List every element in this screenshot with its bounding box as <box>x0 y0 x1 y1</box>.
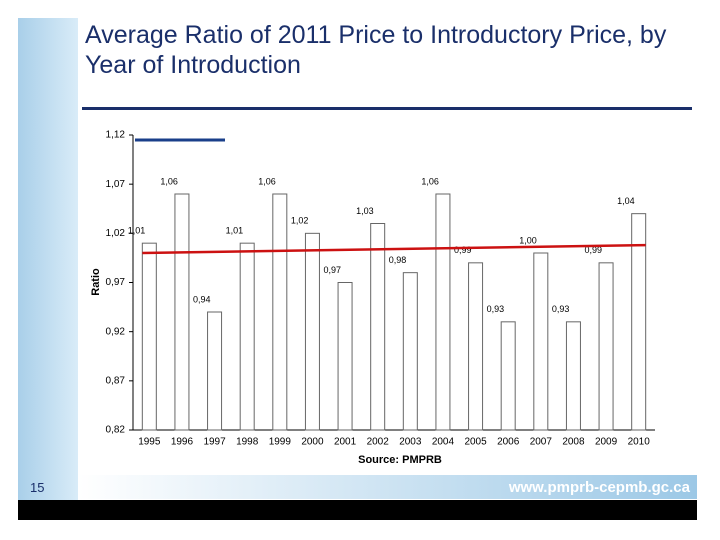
value-label: 1,06 <box>160 176 178 186</box>
value-label: 0,93 <box>552 304 570 314</box>
bar <box>207 311 223 431</box>
x-axis-label: Source: PMPRB <box>358 454 442 466</box>
bottom-bar <box>18 500 697 520</box>
side-strip <box>18 18 78 500</box>
x-tick-label: 2004 <box>432 437 455 448</box>
y-tick-label: 1,12 <box>106 130 126 141</box>
value-label: 1,02 <box>291 216 309 226</box>
bar <box>174 193 190 431</box>
value-label: 1,06 <box>258 176 276 186</box>
bar <box>533 252 549 431</box>
x-tick-label: 1999 <box>269 437 292 448</box>
y-tick-label: 0,97 <box>106 277 126 288</box>
bar <box>402 272 418 431</box>
x-tick-label: 2001 <box>334 437 357 448</box>
value-label: 0,99 <box>585 245 603 255</box>
bar <box>500 321 516 431</box>
x-tick-label: 1997 <box>203 437 226 448</box>
value-label: 0,99 <box>454 245 472 255</box>
bar <box>565 321 581 431</box>
bar <box>435 193 451 431</box>
y-tick-label: 1,07 <box>106 179 126 190</box>
y-tick-label: 0,87 <box>106 375 126 386</box>
footer-band <box>78 475 697 499</box>
value-label: 0,93 <box>487 304 505 314</box>
value-label: 1,00 <box>519 235 537 245</box>
bar <box>337 282 353 431</box>
y-tick-label: 0,92 <box>106 326 126 337</box>
y-tick-label: 1,02 <box>106 228 126 239</box>
value-label: 1,04 <box>617 196 635 206</box>
bar <box>272 193 288 431</box>
x-tick-label: 2005 <box>464 437 487 448</box>
footer-url: www.pmprb-cepmb.gc.ca <box>508 479 690 496</box>
x-tick-label: 2006 <box>497 437 520 448</box>
bar <box>304 232 320 431</box>
x-tick-label: 2003 <box>399 437 422 448</box>
value-label: 1,03 <box>356 206 374 216</box>
value-label: 0,94 <box>193 294 211 304</box>
value-label: 1,06 <box>421 176 439 186</box>
x-tick-label: 2007 <box>530 437 553 448</box>
value-label: 1,01 <box>226 226 244 236</box>
x-tick-label: 1996 <box>171 437 194 448</box>
y-axis-label: Ratio <box>90 268 102 296</box>
bar <box>468 262 484 431</box>
bar <box>598 262 614 431</box>
bar <box>631 213 647 431</box>
x-tick-label: 2010 <box>628 437 651 448</box>
x-tick-label: 2009 <box>595 437 618 448</box>
x-tick-label: 1995 <box>138 437 161 448</box>
bar <box>370 223 386 431</box>
value-label: 0,98 <box>389 255 407 265</box>
value-label: 0,97 <box>324 265 342 275</box>
title-rule <box>82 107 692 110</box>
x-tick-label: 1998 <box>236 437 259 448</box>
bar <box>239 242 255 431</box>
trend-line <box>142 243 646 255</box>
page-number: 15 <box>30 480 45 495</box>
x-tick-label: 2002 <box>367 437 390 448</box>
x-tick-label: 2008 <box>562 437 585 448</box>
value-label: 1,01 <box>128 226 146 236</box>
x-tick-label: 2000 <box>301 437 324 448</box>
slide-title: Average Ratio of 2011 Price to Introduct… <box>85 21 667 79</box>
y-tick-label: 0,82 <box>106 425 126 436</box>
bar <box>141 242 157 431</box>
